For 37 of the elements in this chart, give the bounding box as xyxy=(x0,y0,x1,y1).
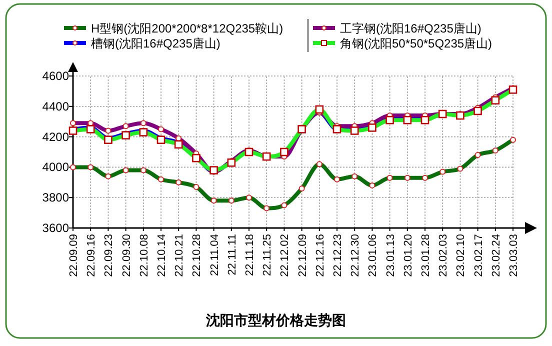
text: 沈阳市型材价格走势图 xyxy=(205,312,346,328)
x-tick-label: 23.02.17 xyxy=(472,234,485,277)
x-tick-label: 22.11.25 xyxy=(262,234,274,276)
x-tick-label: 22.12.30 xyxy=(350,234,362,277)
legend-label: H型钢(沈阳200*200*8*12Q235鞍山) xyxy=(91,22,284,36)
y-tick-label: 3600 xyxy=(42,221,70,235)
x-tick-label: 23.03.03 xyxy=(508,234,520,277)
x-tick-label: 22.09.16 xyxy=(86,234,98,277)
x-tick-label: 22.10.14 xyxy=(156,234,168,277)
x-tick-label: 22.12.02 xyxy=(279,234,292,277)
legend-label: 工字钢(沈阳16#Q235唐山) xyxy=(340,22,482,36)
x-tick-label: 22.09.30 xyxy=(120,234,133,277)
x-tick-label: 23.01.20 xyxy=(402,234,414,277)
x-tick-label: 22.11.04 xyxy=(208,234,221,276)
x-tick-label: 22.12.16 xyxy=(314,234,326,277)
y-tick-label: 4000 xyxy=(42,160,70,174)
x-tick-label: 23.01.13 xyxy=(384,234,397,277)
x-tick-label: 22.12.23 xyxy=(332,234,344,277)
x-tick-label: 22.10.28 xyxy=(191,234,204,277)
x-tick-label: 22.10.08 xyxy=(138,234,150,277)
x-tick-label: 22.10.21 xyxy=(174,234,186,277)
y-tick-label: 4400 xyxy=(42,99,70,114)
x-tick-label: 22.09.09 xyxy=(68,234,80,277)
x-tick-label: 22.12.09 xyxy=(296,234,309,277)
y-tick-label: 3800 xyxy=(42,190,70,205)
x-tick-label: 22.11.18 xyxy=(244,234,256,276)
x-tick-label: 22.09.23 xyxy=(103,234,116,277)
y-tick-label: 4200 xyxy=(42,130,70,144)
y-tick-label: 4600 xyxy=(42,69,70,83)
x-tick-label: 23.02.24 xyxy=(490,234,502,277)
x-tick-label: 23.02.10 xyxy=(455,234,468,277)
x-tick-label: 23.02.03 xyxy=(438,234,450,277)
legend-label: 槽钢(沈阳16#Q235唐山) xyxy=(91,36,220,50)
x-tick-label: 23.01.28 xyxy=(420,234,432,277)
legend-label: 角钢(沈阳50*50*5Q235唐山) xyxy=(340,36,492,50)
x-tick-label: 23.01.06 xyxy=(367,234,380,277)
x-tick-label: 22.11.11 xyxy=(226,234,238,276)
